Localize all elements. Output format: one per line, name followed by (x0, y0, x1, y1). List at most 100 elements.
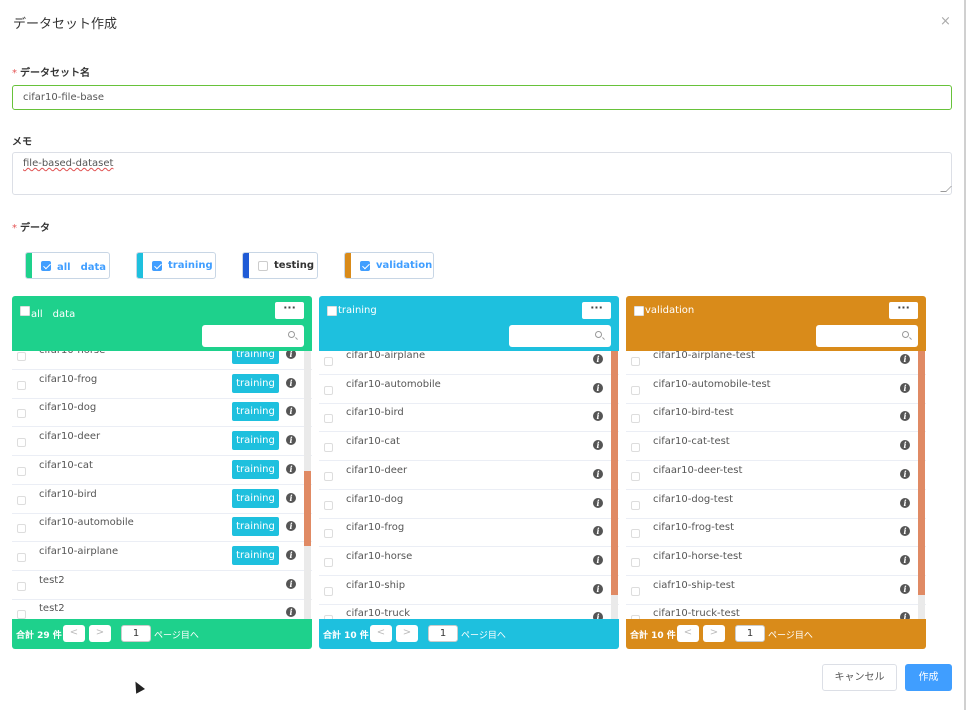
page-number-input[interactable]: 1 (735, 625, 765, 642)
more-options-button[interactable]: ··· (275, 302, 304, 319)
info-icon[interactable]: i (286, 492, 296, 503)
info-icon[interactable]: i (286, 435, 296, 446)
list-item[interactable]: cifar10-cat training i (12, 456, 312, 485)
item-checkbox[interactable] (631, 615, 640, 619)
scrollbar[interactable] (918, 351, 925, 619)
select-all-checkbox[interactable] (634, 306, 644, 316)
info-icon[interactable]: i (593, 497, 603, 508)
select-all-checkbox[interactable] (20, 306, 30, 316)
info-icon[interactable]: i (593, 612, 603, 619)
create-button[interactable]: 作成 (905, 664, 952, 691)
list-item[interactable]: cifar10-truck i (319, 604, 619, 619)
scrollbar-thumb[interactable] (611, 351, 618, 595)
item-checkbox[interactable] (17, 610, 26, 619)
item-checkbox[interactable] (324, 586, 333, 596)
panel-search-input[interactable] (509, 325, 611, 347)
item-checkbox[interactable] (631, 586, 640, 596)
list-item[interactable]: cifar10-frog training i (12, 370, 312, 399)
chip-checkbox[interactable] (41, 260, 51, 271)
info-icon[interactable]: i (286, 521, 296, 532)
list-item[interactable]: cifar10-automobile-test i (626, 375, 926, 404)
group-chip-2[interactable]: testing (242, 252, 318, 279)
scrollbar-thumb[interactable] (918, 351, 925, 595)
info-icon[interactable]: i (593, 354, 603, 364)
list-item[interactable]: cifar10-truck-test i (626, 604, 926, 619)
list-item[interactable]: cifar10-automobile training i (12, 513, 312, 543)
next-page-button[interactable]: > (396, 625, 418, 642)
item-checkbox[interactable] (631, 443, 640, 453)
page-number-input[interactable]: 1 (121, 625, 151, 642)
list-item[interactable]: cifar10-ship i (319, 576, 619, 605)
info-icon[interactable]: i (593, 526, 603, 537)
list-item[interactable]: ciafr10-ship-test i (626, 576, 926, 605)
info-icon[interactable]: i (593, 382, 603, 393)
group-chip-0[interactable]: all data (25, 252, 110, 279)
info-icon[interactable]: i (286, 377, 296, 388)
item-checkbox[interactable] (324, 615, 333, 619)
item-checkbox[interactable] (17, 352, 26, 361)
info-icon[interactable]: i (286, 607, 296, 618)
info-icon[interactable]: i (900, 468, 910, 479)
group-chip-3[interactable]: validation (344, 252, 434, 279)
item-checkbox[interactable] (17, 438, 26, 448)
item-checkbox[interactable] (631, 500, 640, 510)
info-icon[interactable]: i (900, 554, 910, 565)
list-item[interactable]: cifar10-deer training i (12, 427, 312, 457)
group-chip-1[interactable]: training (136, 252, 216, 279)
list-item[interactable]: cifar10-cat i (319, 432, 619, 462)
panel-search-input[interactable] (816, 325, 918, 347)
list-item[interactable]: cifar10-dog training i (12, 398, 312, 428)
item-checkbox[interactable] (631, 471, 640, 481)
info-icon[interactable]: i (900, 612, 910, 619)
info-icon[interactable]: i (286, 578, 296, 589)
item-checkbox[interactable] (324, 500, 333, 510)
item-checkbox[interactable] (324, 357, 333, 366)
item-checkbox[interactable] (17, 380, 26, 390)
item-checkbox[interactable] (324, 414, 333, 424)
item-checkbox[interactable] (17, 524, 26, 534)
chip-checkbox[interactable] (360, 260, 370, 271)
select-all-checkbox[interactable] (327, 306, 337, 316)
prev-page-button[interactable]: < (370, 625, 392, 642)
list-item[interactable]: cifar10-frog i (319, 518, 619, 548)
scrollbar[interactable] (304, 351, 311, 619)
more-options-button[interactable]: ··· (582, 302, 611, 319)
info-icon[interactable]: i (286, 351, 296, 359)
panel-search-input[interactable] (202, 325, 304, 347)
list-item[interactable]: cifar10-automobile i (319, 375, 619, 404)
list-item[interactable]: cifar10-bird i (319, 403, 619, 433)
item-checkbox[interactable] (17, 552, 26, 562)
memo-textarea[interactable]: file-based-dataset (12, 152, 952, 195)
list-item[interactable]: cifaar10-deer-test i (626, 461, 926, 490)
item-checkbox[interactable] (17, 495, 26, 505)
page-number-input[interactable]: 1 (428, 625, 458, 642)
list-item[interactable]: cifar10-airplane i (319, 351, 619, 375)
chip-checkbox[interactable] (258, 260, 268, 271)
list-item[interactable]: cifar10-horse i (319, 547, 619, 576)
info-icon[interactable]: i (286, 463, 296, 474)
info-icon[interactable]: i (900, 382, 910, 393)
list-item[interactable]: test2 i (12, 599, 312, 619)
list-item[interactable]: cifar10-deer i (319, 461, 619, 490)
chip-checkbox[interactable] (152, 260, 162, 271)
item-checkbox[interactable] (17, 466, 26, 476)
cancel-button[interactable]: キャンセル (822, 664, 897, 691)
info-icon[interactable]: i (900, 497, 910, 508)
list-item[interactable]: cifar10-airplane-test i (626, 351, 926, 375)
scrollbar[interactable] (611, 351, 618, 619)
item-checkbox[interactable] (17, 581, 26, 591)
list-item[interactable]: cifar10-airplane training i (12, 542, 312, 571)
info-icon[interactable]: i (286, 549, 296, 560)
info-icon[interactable]: i (900, 411, 910, 422)
item-checkbox[interactable] (631, 414, 640, 424)
list-item[interactable]: test2 i (12, 571, 312, 600)
item-checkbox[interactable] (324, 443, 333, 453)
item-checkbox[interactable] (631, 557, 640, 567)
item-checkbox[interactable] (324, 471, 333, 481)
list-item[interactable]: cifar10-cat-test i (626, 432, 926, 462)
item-checkbox[interactable] (631, 529, 640, 539)
list-item[interactable]: cifar10-horse-test i (626, 547, 926, 576)
list-item[interactable]: cifar10-dog-test i (626, 490, 926, 519)
prev-page-button[interactable]: < (677, 625, 699, 642)
list-item[interactable]: cifar10-horse training i (12, 351, 312, 370)
